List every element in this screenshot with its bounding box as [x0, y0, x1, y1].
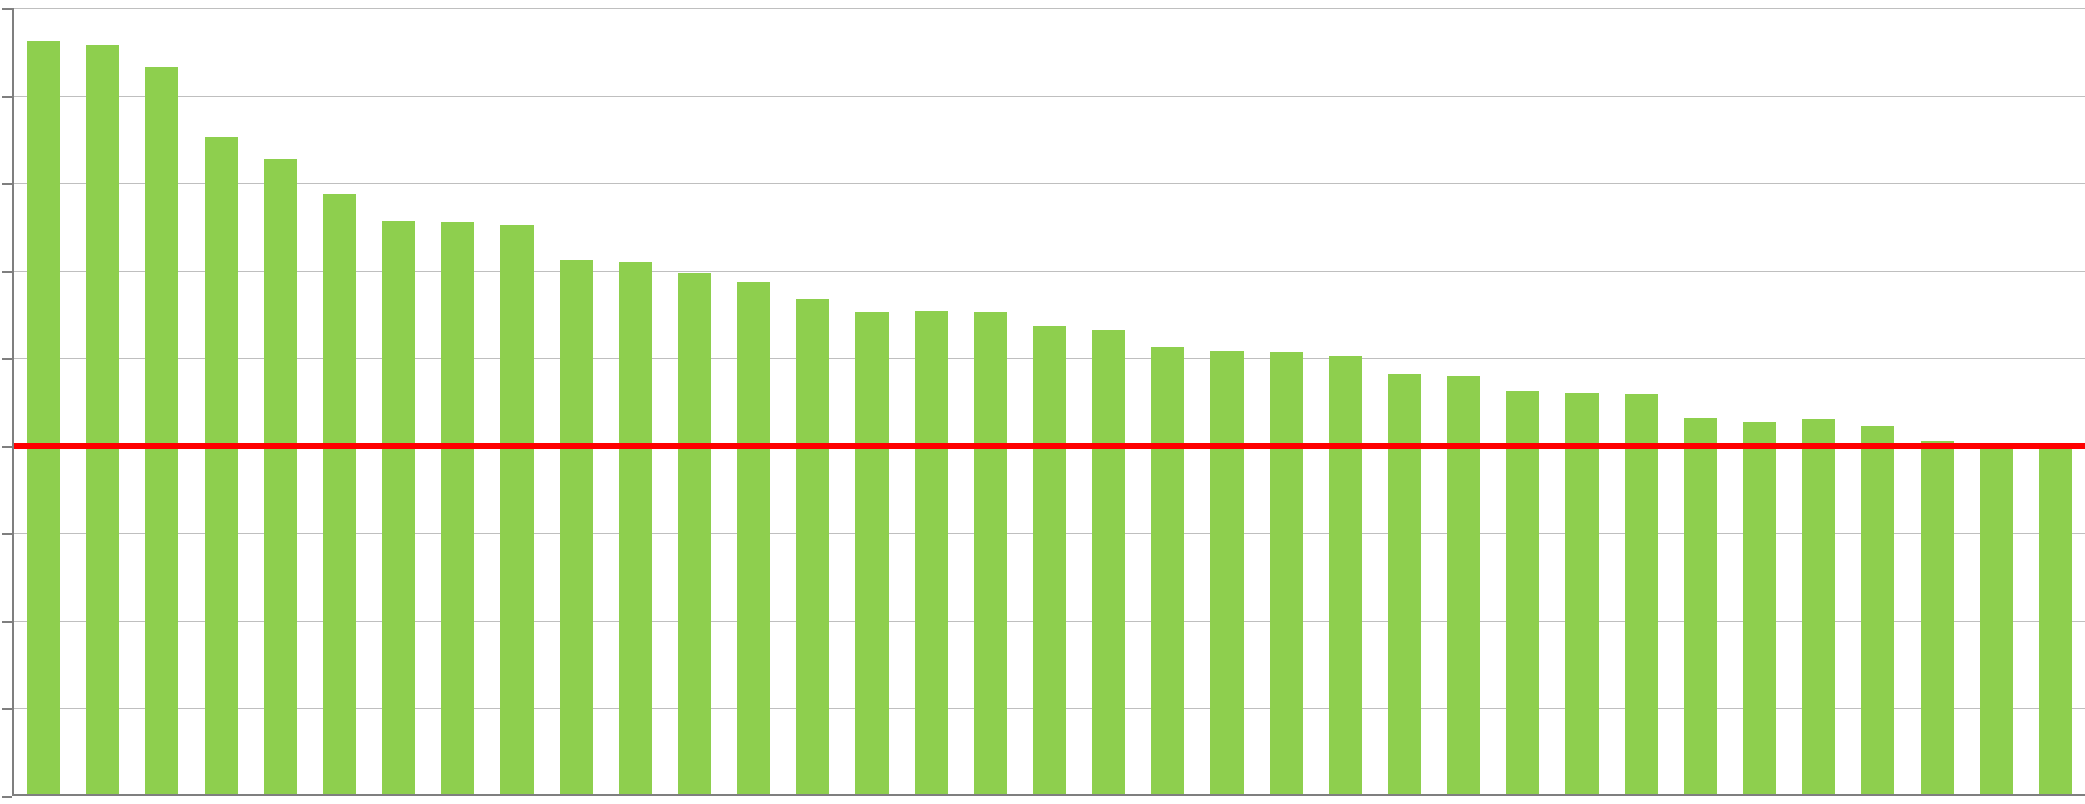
y-tick — [2, 796, 12, 798]
bar-slot — [547, 8, 606, 794]
bar-slot — [1197, 8, 1256, 794]
y-tick — [2, 271, 12, 273]
bar-slot — [2026, 8, 2085, 794]
bar — [1743, 422, 1776, 794]
bar — [915, 311, 948, 794]
bar-slot — [724, 8, 783, 794]
bar-slot — [902, 8, 961, 794]
bar-slot — [1908, 8, 1967, 794]
bar — [441, 222, 474, 794]
bar — [205, 137, 238, 794]
y-tick — [2, 708, 12, 710]
bar-slot — [783, 8, 842, 794]
bar — [1033, 326, 1066, 794]
bar-slot — [606, 8, 665, 794]
bar — [1151, 347, 1184, 794]
bar — [1329, 356, 1362, 794]
bar — [1270, 352, 1303, 794]
bar-slot — [73, 8, 132, 794]
bar — [619, 262, 652, 794]
bar — [1388, 374, 1421, 794]
bar-slot — [1020, 8, 1079, 794]
bar — [2039, 444, 2072, 794]
bar-slot — [132, 8, 191, 794]
bar-slot — [1493, 8, 1552, 794]
y-tick — [2, 446, 12, 448]
bar — [86, 45, 119, 794]
bar-slot — [1552, 8, 1611, 794]
bar-slot — [1257, 8, 1316, 794]
bar — [382, 221, 415, 794]
bar-chart — [0, 0, 2085, 804]
bar-slot — [1375, 8, 1434, 794]
bar-slot — [1730, 8, 1789, 794]
bar — [27, 41, 60, 794]
bar-slot — [1138, 8, 1197, 794]
y-tick — [2, 621, 12, 623]
bar — [1861, 426, 1894, 794]
bar — [1092, 330, 1125, 794]
y-tick — [2, 183, 12, 185]
bar — [323, 194, 356, 794]
bar — [264, 159, 297, 794]
bar-slot — [192, 8, 251, 794]
bar — [1210, 351, 1243, 794]
bar-slot — [1967, 8, 2026, 794]
plot-area — [12, 8, 2085, 796]
bar-slot — [1671, 8, 1730, 794]
bar — [855, 312, 888, 794]
bars-container — [14, 8, 2085, 794]
bar-slot — [1612, 8, 1671, 794]
bar — [678, 273, 711, 794]
bar-slot — [842, 8, 901, 794]
bar-slot — [369, 8, 428, 794]
bar-slot — [1789, 8, 1848, 794]
y-tick — [2, 8, 12, 10]
bar-slot — [428, 8, 487, 794]
bar-slot — [487, 8, 546, 794]
bar — [1921, 441, 1954, 794]
bar — [1980, 443, 2013, 794]
y-tick — [2, 96, 12, 98]
bar-slot — [14, 8, 73, 794]
bar-slot — [1079, 8, 1138, 794]
bar — [560, 260, 593, 794]
bar — [796, 299, 829, 794]
y-tick — [2, 358, 12, 360]
bar — [1506, 391, 1539, 794]
bar — [1447, 376, 1480, 795]
bar — [500, 225, 533, 794]
bar-slot — [665, 8, 724, 794]
bar-slot — [310, 8, 369, 794]
bar — [737, 282, 770, 794]
bar-slot — [1848, 8, 1907, 794]
bar-slot — [1316, 8, 1375, 794]
reference-line — [14, 443, 2085, 449]
bar-slot — [961, 8, 1020, 794]
bar — [145, 67, 178, 794]
bar — [1565, 393, 1598, 794]
bar-slot — [251, 8, 310, 794]
bar — [1684, 418, 1717, 794]
bar — [974, 312, 1007, 794]
bar — [1625, 394, 1658, 794]
y-tick — [2, 533, 12, 535]
bar — [1802, 419, 1835, 794]
bar-slot — [1434, 8, 1493, 794]
